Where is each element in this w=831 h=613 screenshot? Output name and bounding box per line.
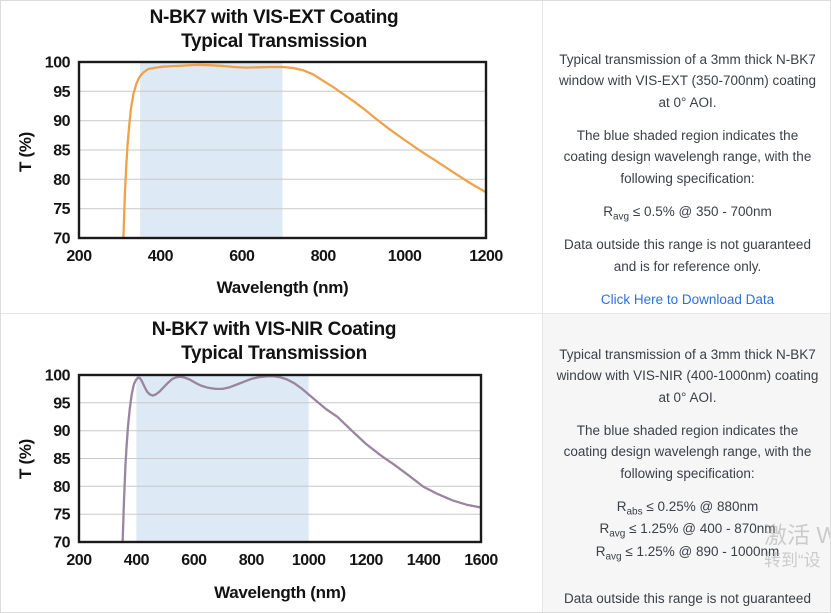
chart-cell-vis-ext: N-BK7 with VIS-EXT Coating Typical Trans… [1,1,543,314]
chart-cell-vis-nir: N-BK7 with VIS-NIR Coating Typical Trans… [1,314,543,612]
x-axis-label: Wavelength (nm) [216,278,349,297]
panel-paragraph: Data outside this range is not guarantee… [564,590,811,606]
x-axis-label: Wavelength (nm) [214,583,346,602]
description-panel-vis-nir: Typical transmission of a 3mm thick N-BK… [543,314,830,612]
plot-border [77,60,488,240]
plot-border [77,373,483,544]
chart-title-line2: Typical Transmission [181,343,367,364]
panel-paragraph: The blue shaded region indicates the coa… [563,422,812,481]
y-tick-label: 100 [45,55,71,72]
spec-line: Ravg ≤ 1.25% @ 400 - 870nm [599,521,776,540]
chart-title-line2: Typical Transmission [181,31,367,52]
y-tick-label: 95 [53,84,70,101]
panel-paragraph: Typical transmission of a 3mm thick N-BK… [556,347,819,405]
chart-title-line1: N-BK7 with VIS-NIR Coating [151,319,397,340]
y-tick-label: 100 [45,368,71,385]
description-panel-vis-ext: Typical transmission of a 3mm thick N-BK… [543,1,830,313]
spec-lines: Rabs ≤ 0.25% @ 880nm Ravg ≤ 1.25% @ 400 -… [555,496,820,562]
chart-title: N-BK7 with VIS-EXT Coating Typical Trans… [39,6,509,54]
x-tick-label: 1200 [469,248,503,265]
x-tick-label: 1400 [407,552,441,569]
x-tick-label: 1600 [464,552,498,569]
y-tick-label: 85 [53,143,70,160]
panel-paragraph: The blue shaded region indicates the coa… [563,127,812,186]
y-axis-label: T (%) [16,131,35,173]
panel-cell-vis-ext: Typical transmission of a 3mm thick N-BK… [543,1,830,314]
y-tick-label: 75 [53,507,70,524]
x-tick-label: 800 [239,552,265,569]
x-tick-label: 1000 [388,248,422,265]
panel-paragraph: Data outside this range is not guarantee… [564,237,811,274]
panel-cell-vis-nir: Typical transmission of a 3mm thick N-BK… [543,314,830,612]
y-tick-label: 90 [53,113,70,130]
x-tick-label: 1200 [349,552,383,569]
y-tick-label: 95 [53,395,70,412]
y-tick-label: 80 [53,172,70,189]
chart-canvas-vis-nir: 70 75 80 85 90 95 100 200 400 600 800 1000 1200 1400 1… [45,368,499,570]
x-tick-label: 1000 [292,552,326,569]
spec-lines: Ravg ≤ 0.5% @ 350 - 700nm [555,201,820,222]
transmission-curve [121,374,483,544]
chart-title-line1: N-BK7 with VIS-EXT Coating [149,7,399,28]
x-tick-label: 200 [66,248,92,265]
x-tick-label: 400 [124,552,150,569]
x-tick-label: 400 [148,248,174,265]
spec-line: Rabs ≤ 0.25% @ 880nm [616,498,759,518]
spec-line: Ravg ≤ 1.25% @ 890 - 1000nm [595,543,780,563]
panel-paragraph: Typical transmission of a 3mm thick N-BK… [558,52,817,110]
x-tick-label: 200 [66,552,92,569]
y-tick-label: 70 [53,231,70,248]
x-tick-label: 600 [229,248,255,265]
y-tick-label: 80 [53,479,70,496]
transmission-curve [122,63,488,240]
y-tick-label: 85 [53,451,70,468]
x-tick-label: 600 [181,552,207,569]
chart-canvas-vis-ext: 70 75 80 85 90 95 100 200 400 600 800 1000 1200 [45,55,504,266]
download-data-link[interactable]: Click Here to Download Data [600,291,775,307]
spec-line: Ravg ≤ 0.5% @ 350 - 700nm [603,203,772,223]
y-tick-label: 75 [53,201,70,218]
x-tick-label: 800 [311,248,337,265]
y-tick-label: 90 [53,423,70,440]
chart-title: N-BK7 with VIS-NIR Coating Typical Trans… [39,318,509,366]
y-tick-label: 70 [53,535,70,552]
y-axis-label: T (%) [16,438,35,480]
